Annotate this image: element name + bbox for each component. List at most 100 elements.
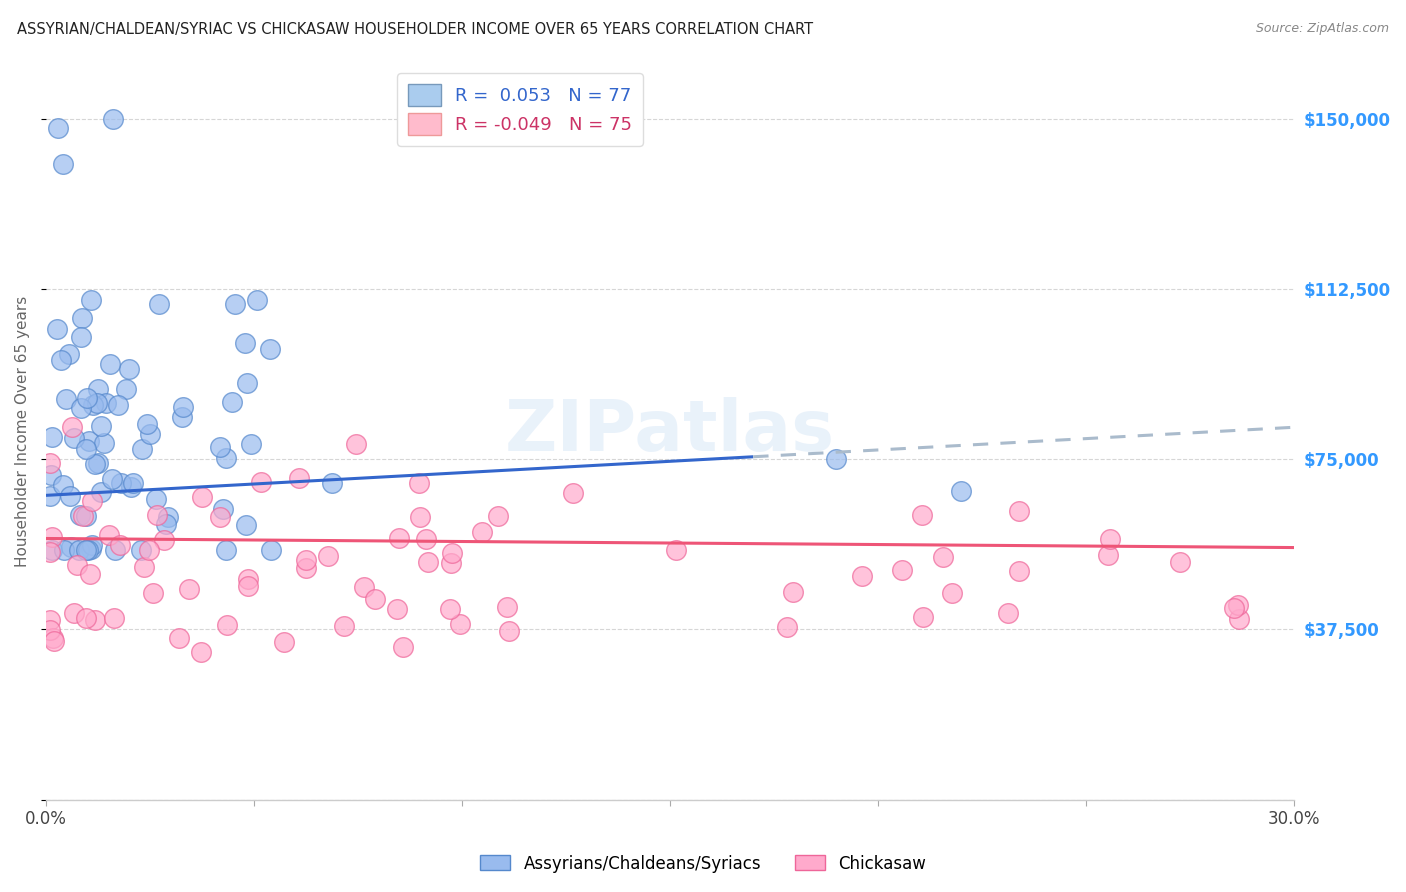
Point	[344, 437, 367, 451]
Point	[39, 545, 62, 559]
Point	[486, 509, 509, 524]
Point	[776, 620, 799, 634]
Point	[156, 509, 179, 524]
Point	[103, 611, 125, 625]
Point	[41, 430, 63, 444]
Point	[471, 524, 494, 539]
Point	[41, 542, 63, 557]
Point	[75, 611, 97, 625]
Point	[94, 396, 117, 410]
Point	[120, 480, 142, 494]
Point	[439, 602, 461, 616]
Point	[155, 516, 177, 531]
Point	[69, 508, 91, 522]
Point	[353, 580, 375, 594]
Point	[364, 592, 387, 607]
Point	[1168, 555, 1191, 569]
Point	[415, 532, 437, 546]
Point	[72, 509, 94, 524]
Point	[39, 613, 62, 627]
Point	[75, 509, 97, 524]
Point	[418, 555, 440, 569]
Point	[153, 533, 176, 548]
Point	[1008, 565, 1031, 579]
Point	[236, 376, 259, 390]
Point	[142, 586, 165, 600]
Point	[118, 362, 141, 376]
Point	[70, 330, 93, 344]
Point	[388, 531, 411, 545]
Point	[148, 296, 170, 310]
Point	[145, 492, 167, 507]
Point	[440, 556, 463, 570]
Point	[108, 538, 131, 552]
Point	[44, 633, 66, 648]
Point	[259, 342, 281, 356]
Point	[238, 572, 260, 586]
Point	[63, 431, 86, 445]
Point	[75, 542, 97, 557]
Point	[52, 157, 75, 171]
Point	[146, 508, 169, 522]
Point	[385, 602, 408, 616]
Point	[295, 561, 318, 575]
Point	[55, 392, 77, 407]
Point	[75, 442, 97, 457]
Point	[87, 456, 110, 470]
Point	[66, 558, 89, 573]
Point	[209, 510, 232, 524]
Point	[891, 563, 914, 577]
Point	[39, 489, 62, 503]
Point	[98, 357, 121, 371]
Point	[1226, 598, 1249, 612]
Point	[101, 472, 124, 486]
Point	[214, 542, 236, 557]
Point	[941, 586, 963, 600]
Point	[665, 543, 688, 558]
Point	[1223, 601, 1246, 615]
Point	[1007, 504, 1029, 518]
Point	[131, 442, 153, 456]
Point	[39, 468, 62, 483]
Point	[136, 417, 159, 431]
Point	[238, 578, 260, 592]
Point	[449, 617, 471, 632]
Y-axis label: Householder Income Over 65 years: Householder Income Over 65 years	[15, 296, 30, 567]
Point	[825, 452, 848, 467]
Point	[321, 475, 343, 490]
Legend: Assyrians/Chaldeans/Syriacs, Chickasaw: Assyrians/Chaldeans/Syriacs, Chickasaw	[474, 848, 932, 880]
Point	[90, 418, 112, 433]
Point	[138, 543, 160, 558]
Point	[41, 530, 63, 544]
Point	[318, 549, 340, 563]
Point	[215, 618, 238, 632]
Point	[45, 322, 67, 336]
Point	[273, 635, 295, 649]
Point	[172, 410, 194, 425]
Point	[115, 383, 138, 397]
Point	[77, 434, 100, 448]
Point	[93, 436, 115, 450]
Point	[235, 517, 257, 532]
Text: ZIPatlas: ZIPatlas	[505, 397, 835, 467]
Point	[409, 510, 432, 524]
Text: Source: ZipAtlas.com: Source: ZipAtlas.com	[1256, 22, 1389, 36]
Point	[392, 640, 415, 654]
Legend: R =  0.053   N = 77, R = -0.049   N = 75: R = 0.053 N = 77, R = -0.049 N = 75	[398, 73, 643, 146]
Point	[498, 624, 520, 639]
Point	[239, 436, 262, 450]
Point	[851, 569, 873, 583]
Point	[950, 483, 973, 498]
Point	[63, 606, 86, 620]
Point	[408, 476, 430, 491]
Point	[221, 395, 243, 409]
Point	[80, 293, 103, 307]
Point	[288, 471, 311, 485]
Point	[911, 609, 934, 624]
Point	[997, 606, 1019, 620]
Point	[60, 540, 83, 554]
Point	[139, 426, 162, 441]
Point	[1098, 532, 1121, 546]
Point	[441, 546, 464, 560]
Point	[172, 401, 194, 415]
